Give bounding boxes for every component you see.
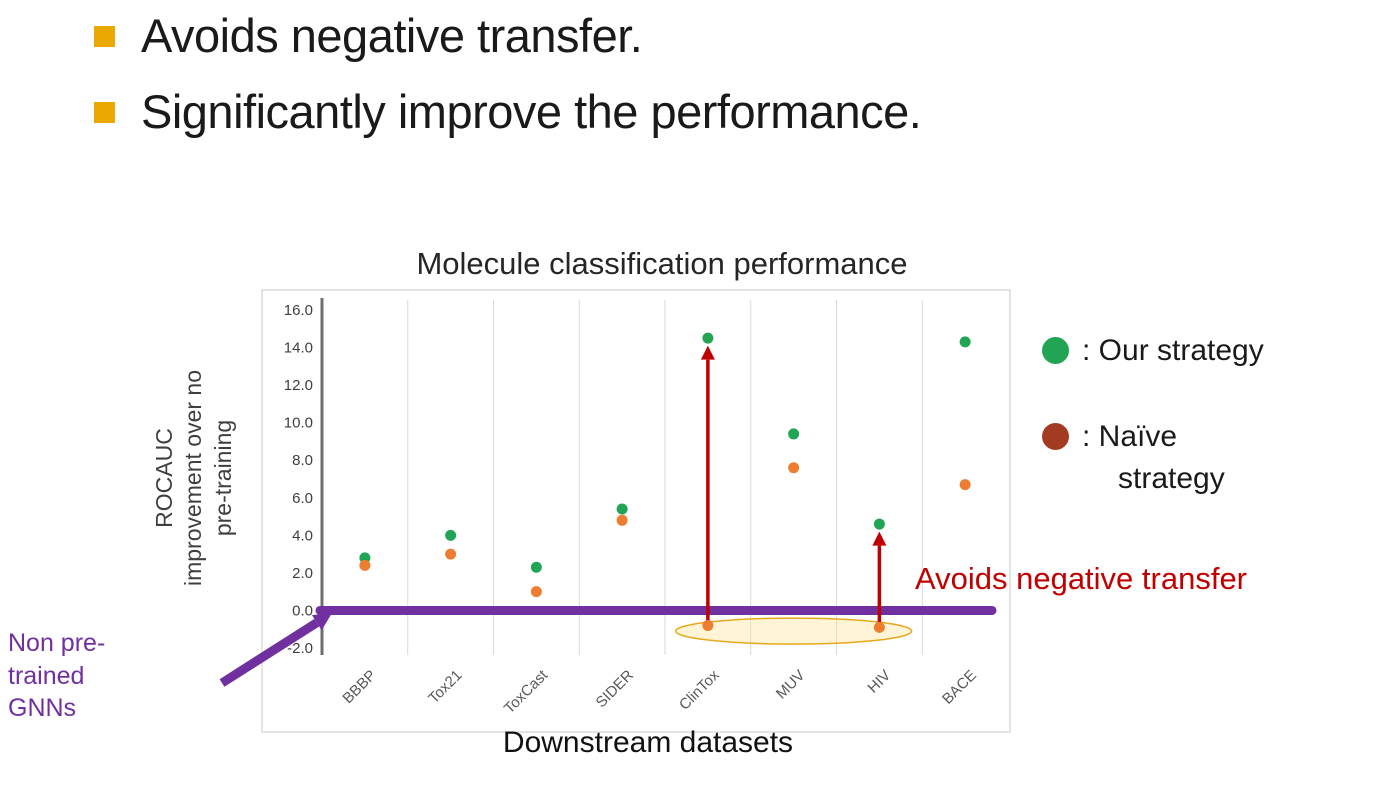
x-tick-label: ClinTox bbox=[676, 666, 723, 713]
non-pretrained-arrow-head bbox=[311, 613, 332, 631]
data-point bbox=[530, 586, 542, 598]
data-point bbox=[616, 503, 628, 515]
bullet-text: Avoids negative transfer. bbox=[141, 9, 643, 62]
y-tick-label: -2.0 bbox=[287, 640, 313, 657]
data-point bbox=[530, 561, 542, 573]
chart-title: Molecule classification performance bbox=[416, 246, 908, 281]
data-point bbox=[959, 479, 971, 491]
data-point bbox=[445, 548, 457, 560]
legend-item-naive-strategy: : Naïve strategy bbox=[1042, 416, 1283, 500]
data-point bbox=[788, 428, 800, 440]
data-point bbox=[702, 332, 714, 344]
legend-item-our-strategy: : Our strategy bbox=[1042, 330, 1283, 372]
data-point bbox=[873, 621, 885, 633]
x-tick-label: BBBP bbox=[339, 667, 379, 707]
x-tick-label: ToxCast bbox=[501, 666, 552, 717]
our-strategy-dot-icon bbox=[1042, 337, 1069, 364]
improvement-arrow-head bbox=[872, 531, 887, 546]
legend: : Our strategy : Naïve strategy bbox=[1042, 330, 1283, 544]
data-point bbox=[959, 336, 971, 348]
bullet-text: Significantly improve the performance. bbox=[141, 85, 922, 138]
data-point bbox=[359, 559, 371, 571]
y-tick-label: 14.0 bbox=[284, 340, 313, 357]
y-tick-label: 2.0 bbox=[292, 565, 313, 582]
legend-label: : Naïve strategy bbox=[1082, 420, 1225, 495]
y-tick-label: 6.0 bbox=[292, 490, 313, 507]
data-point bbox=[616, 514, 628, 526]
y-tick-label: 12.0 bbox=[284, 377, 313, 394]
x-tick-label: BACE bbox=[939, 667, 980, 708]
bullet-square-icon bbox=[94, 26, 115, 47]
y-tick-label: 0.0 bbox=[292, 602, 313, 619]
y-tick-label: 4.0 bbox=[292, 527, 313, 544]
x-axis-label: Downstream datasets bbox=[502, 726, 794, 759]
data-point bbox=[873, 518, 885, 530]
data-point bbox=[445, 529, 457, 541]
data-point bbox=[702, 619, 714, 631]
plot-border bbox=[261, 289, 1011, 733]
naive-strategy-dot-icon bbox=[1042, 423, 1069, 450]
bullet-item: Avoids negative transfer. bbox=[94, 8, 643, 63]
avoids-negative-transfer-label: Avoids negative transfer bbox=[915, 561, 1248, 596]
bullet-item: Significantly improve the performance. bbox=[94, 84, 922, 139]
x-tick-label: MUV bbox=[773, 667, 809, 703]
x-tick-label: Tox21 bbox=[425, 667, 465, 707]
non-pretrained-gnns-label: Non pre- trained GNNs bbox=[8, 629, 106, 722]
y-tick-label: 16.0 bbox=[284, 302, 313, 319]
y-tick-label: 10.0 bbox=[284, 415, 313, 432]
data-point bbox=[788, 462, 800, 474]
y-tick-label: 8.0 bbox=[292, 452, 313, 469]
x-tick-label: HIV bbox=[864, 667, 894, 697]
x-tick-label: SIDER bbox=[593, 667, 638, 712]
improvement-arrow-head bbox=[700, 345, 715, 360]
non-pretrained-arrow bbox=[219, 618, 320, 687]
legend-label: : Our strategy bbox=[1082, 334, 1264, 367]
negative-points-highlight bbox=[674, 617, 913, 645]
bullet-square-icon bbox=[94, 102, 115, 123]
